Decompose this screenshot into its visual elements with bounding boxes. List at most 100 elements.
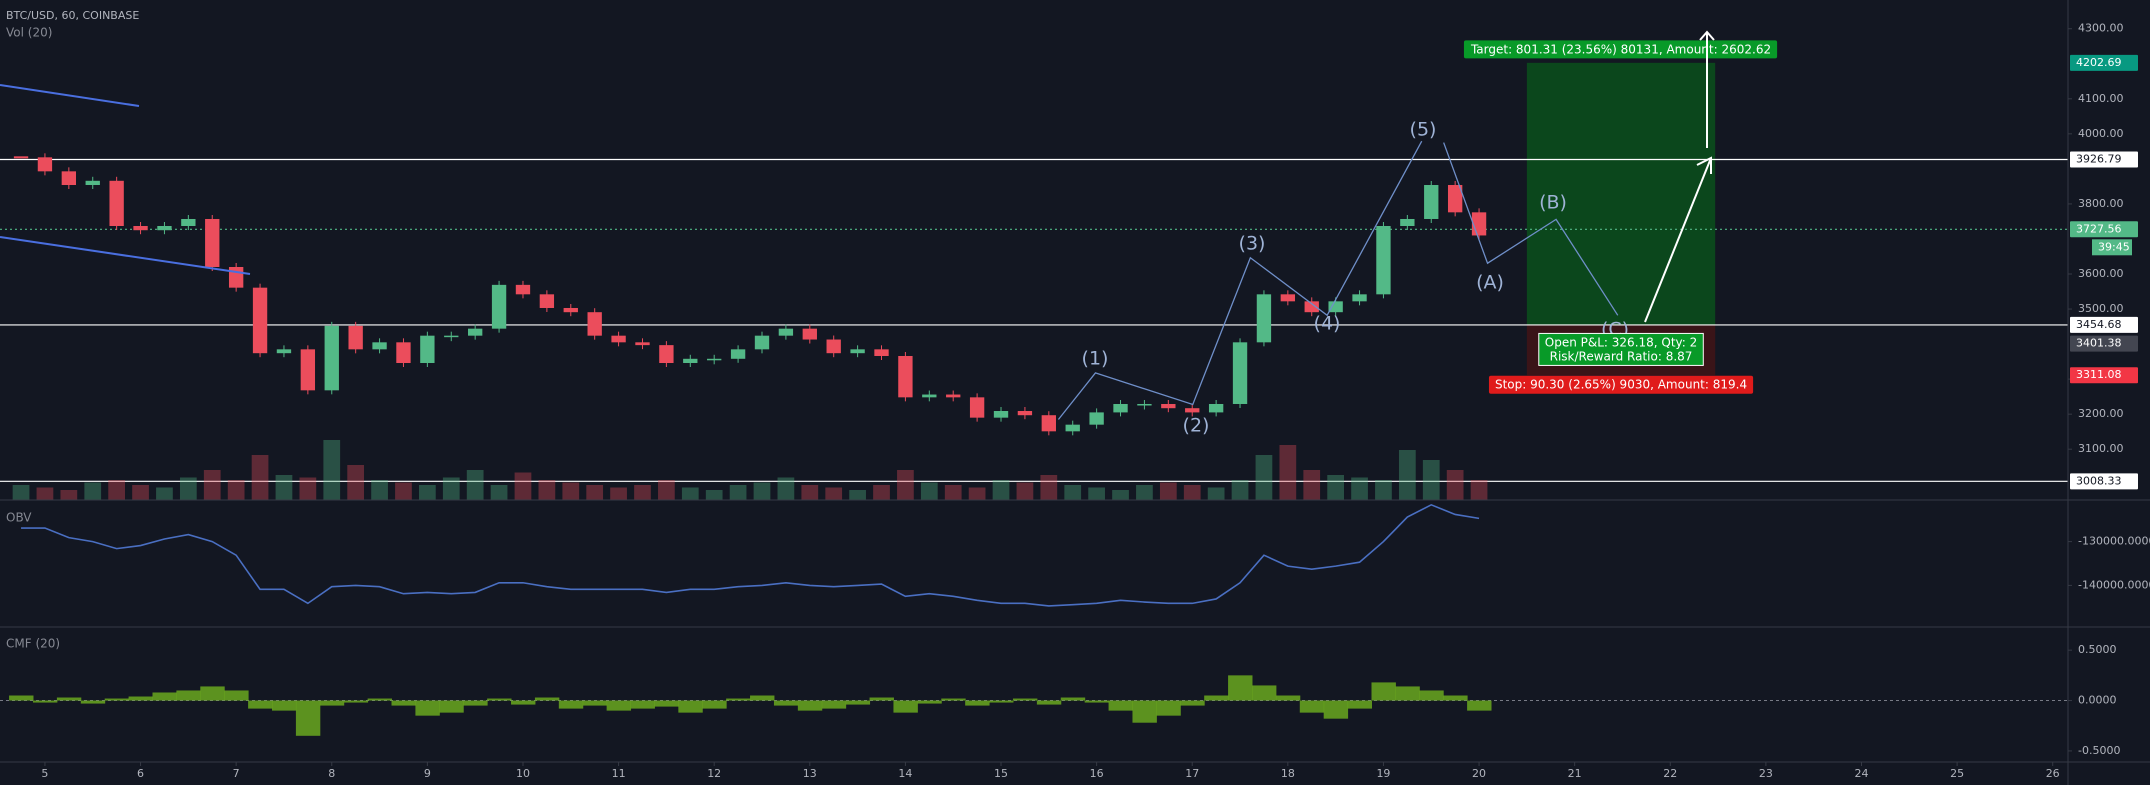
candle — [181, 218, 196, 226]
candle — [1089, 412, 1104, 425]
volume-bar — [753, 482, 771, 500]
volume-bar — [538, 480, 556, 500]
volume-bar — [920, 482, 938, 500]
volume-bar — [1422, 460, 1440, 500]
indicator-area — [128, 696, 153, 701]
candle — [1232, 342, 1248, 404]
volume-bar — [825, 487, 843, 500]
volume-bar — [729, 485, 747, 500]
volume-bar — [442, 477, 460, 500]
wave-label: (2) — [1183, 415, 1210, 437]
arrow-head — [1696, 156, 1712, 174]
candle — [730, 349, 746, 359]
indicator-area — [1443, 695, 1468, 701]
trend-line — [0, 84, 140, 107]
candle — [1137, 403, 1152, 406]
candle — [1424, 185, 1439, 219]
x-tick-label: 10 — [516, 767, 530, 780]
indicator-area — [1204, 695, 1229, 701]
volume-bar — [466, 470, 484, 500]
indicator-area — [1275, 695, 1301, 701]
indicator-area — [1419, 690, 1444, 701]
candle — [563, 307, 578, 313]
candle — [133, 225, 148, 231]
volume-bar — [1327, 475, 1345, 500]
x-tick-label: 24 — [1854, 767, 1868, 780]
indicator-area — [1395, 686, 1420, 701]
indicator-area — [1467, 700, 1492, 711]
volume-bar — [1016, 482, 1034, 500]
indicator-area — [463, 700, 488, 706]
volume-bar — [1231, 480, 1249, 500]
volume-bar — [419, 485, 436, 500]
candle — [898, 355, 913, 398]
x-tick-label: 8 — [328, 767, 335, 780]
candle — [922, 394, 937, 398]
volume-bar — [36, 487, 54, 500]
x-tick-label: 6 — [137, 767, 144, 780]
volume-bar — [275, 475, 293, 500]
volume-bar — [179, 477, 197, 500]
countdown: 39:45 — [2098, 240, 2130, 253]
indicator-area — [1012, 698, 1038, 701]
indicator-area — [558, 700, 584, 709]
indicator-area — [1036, 700, 1062, 705]
x-tick-label: 25 — [1950, 767, 1964, 780]
volume-bar — [801, 485, 819, 500]
volume-bar — [1279, 445, 1297, 500]
wave-line — [1057, 140, 1423, 420]
indicator-area — [200, 686, 225, 701]
volume-bar — [1136, 485, 1153, 500]
candle — [707, 358, 722, 361]
volume-bar — [1112, 490, 1129, 500]
candle — [778, 328, 794, 336]
indicator-area — [1347, 700, 1372, 709]
y-tick-label: 3800.00 — [2078, 197, 2124, 210]
candle — [1447, 185, 1463, 213]
volume-bar — [1255, 455, 1273, 500]
price-label-bg — [2070, 316, 2138, 333]
indicator-area — [845, 700, 871, 705]
trend-line — [0, 236, 251, 275]
indicator-area — [1299, 700, 1325, 713]
candle — [539, 294, 555, 308]
indicator-area — [869, 697, 894, 701]
indicator-area — [224, 690, 249, 701]
y-tick-label: 0.0000 — [2078, 694, 2117, 707]
candle — [372, 342, 387, 350]
candle — [491, 284, 507, 329]
price-label: 4202.69 — [2076, 56, 2122, 69]
target-label-bg — [1463, 40, 1778, 59]
y-tick-label: -140000.0000 — [2078, 578, 2150, 591]
indicator-area — [32, 700, 58, 703]
volume-bar — [251, 455, 269, 500]
candle — [1041, 415, 1056, 432]
candle — [157, 225, 172, 231]
candle — [1065, 424, 1080, 432]
volume-bar — [132, 485, 149, 500]
volume-bar — [514, 472, 532, 500]
volume-bar — [849, 490, 866, 500]
indicator-area — [1060, 697, 1086, 701]
candle — [444, 335, 459, 338]
volume-bar — [705, 490, 723, 500]
candle — [587, 312, 602, 336]
price-label: 3926.79 — [2076, 152, 2122, 165]
volume-bar — [681, 487, 699, 500]
volume-bar — [347, 465, 365, 500]
candle — [109, 180, 124, 226]
wave-label: (B) — [1539, 192, 1567, 214]
indicator-area — [9, 695, 34, 701]
candle — [1280, 294, 1296, 302]
wave-line — [1443, 142, 1619, 316]
candle — [683, 358, 698, 363]
candle — [969, 397, 985, 418]
volume-bar — [1470, 480, 1488, 500]
volume-bar — [1183, 485, 1201, 500]
wave-label: (4) — [1314, 313, 1341, 335]
stop-label-bg — [1488, 375, 1754, 394]
arrow-head — [1699, 30, 1715, 41]
candle — [61, 171, 77, 186]
wave-label: (A) — [1476, 272, 1504, 294]
